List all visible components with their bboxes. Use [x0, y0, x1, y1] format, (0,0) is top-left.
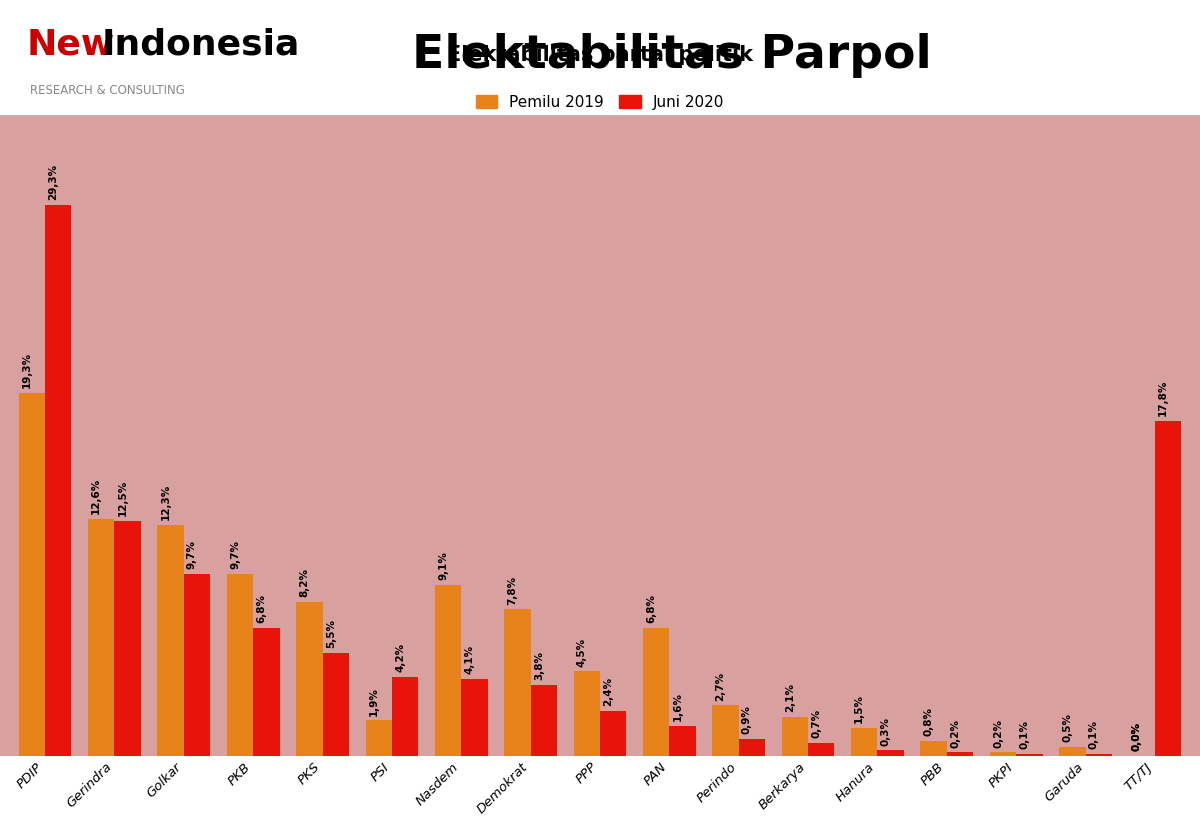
Bar [184, 574, 210, 756]
Text: 0,1%: 0,1% [1088, 721, 1099, 749]
Bar [990, 752, 1016, 756]
Text: 1,9%: 1,9% [368, 687, 379, 716]
Text: 5,5%: 5,5% [325, 619, 336, 648]
Bar [434, 585, 461, 756]
Bar [739, 739, 766, 756]
Text: 19,3%: 19,3% [22, 352, 32, 388]
Bar [88, 519, 114, 756]
Text: 0,7%: 0,7% [811, 709, 821, 738]
Bar [808, 743, 834, 756]
Text: 0,1%: 0,1% [1019, 721, 1030, 749]
Text: 9,1%: 9,1% [438, 552, 448, 580]
Bar [1060, 747, 1086, 756]
Bar [323, 653, 349, 756]
Text: 0,9%: 0,9% [742, 706, 752, 734]
Text: 4,1%: 4,1% [464, 645, 474, 674]
Bar [574, 672, 600, 756]
Text: 2,7%: 2,7% [715, 672, 726, 701]
Bar [392, 677, 419, 756]
Bar [114, 521, 140, 756]
Bar [947, 752, 973, 756]
Text: 6,8%: 6,8% [257, 594, 266, 623]
Text: New: New [26, 27, 115, 61]
Bar [1086, 754, 1112, 756]
Text: 2,4%: 2,4% [604, 677, 613, 706]
Bar [920, 741, 947, 756]
Bar [253, 628, 280, 756]
Bar [296, 601, 323, 756]
Text: 4,5%: 4,5% [577, 637, 587, 667]
Text: Elektabilitas partai politik: Elektabilitas partai politik [446, 45, 754, 65]
Text: 6,8%: 6,8% [646, 594, 656, 623]
Legend: Pemilu 2019, Juni 2020: Pemilu 2019, Juni 2020 [469, 89, 731, 116]
Text: 1,6%: 1,6% [672, 692, 683, 721]
Bar [600, 711, 626, 756]
Bar [1154, 421, 1181, 756]
Text: 0,0%: 0,0% [1132, 722, 1141, 752]
Bar [713, 705, 739, 756]
Bar [781, 716, 808, 756]
Text: 0,2%: 0,2% [994, 719, 1003, 747]
Bar [504, 610, 530, 756]
Text: 12,5%: 12,5% [118, 480, 127, 517]
Text: 0,0%: 0,0% [1132, 722, 1141, 752]
Text: 8,2%: 8,2% [299, 568, 310, 597]
Bar [877, 751, 904, 756]
Bar [461, 679, 487, 756]
Text: 17,8%: 17,8% [1158, 380, 1168, 416]
Bar [46, 205, 72, 756]
Text: 12,3%: 12,3% [161, 484, 170, 520]
Bar [227, 574, 253, 756]
Bar [670, 726, 696, 756]
Text: Elektabilitas Parpol: Elektabilitas Parpol [412, 33, 932, 78]
Text: 0,5%: 0,5% [1062, 713, 1073, 742]
Bar [157, 525, 184, 756]
Text: 9,7%: 9,7% [230, 540, 240, 569]
Text: 12,6%: 12,6% [91, 478, 101, 514]
Text: 7,8%: 7,8% [508, 575, 517, 605]
Bar [19, 393, 46, 756]
Text: 0,2%: 0,2% [950, 719, 960, 747]
Bar [366, 721, 392, 756]
Bar [851, 728, 877, 756]
Text: 0,8%: 0,8% [924, 707, 934, 736]
Text: 29,3%: 29,3% [48, 164, 59, 200]
Text: 9,7%: 9,7% [187, 540, 197, 569]
Bar [1016, 754, 1043, 756]
Bar [643, 628, 670, 756]
Text: 3,8%: 3,8% [534, 651, 544, 680]
Text: 4,2%: 4,2% [395, 643, 406, 672]
Bar [530, 685, 557, 756]
Text: 1,5%: 1,5% [854, 694, 864, 723]
Text: Indonesia: Indonesia [102, 27, 300, 61]
Text: 0,3%: 0,3% [881, 716, 890, 746]
Text: RESEARCH & CONSULTING: RESEARCH & CONSULTING [30, 84, 185, 97]
Text: 2,1%: 2,1% [785, 683, 794, 712]
